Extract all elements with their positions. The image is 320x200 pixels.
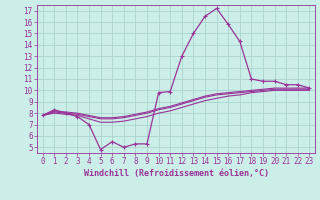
X-axis label: Windchill (Refroidissement éolien,°C): Windchill (Refroidissement éolien,°C) — [84, 169, 268, 178]
